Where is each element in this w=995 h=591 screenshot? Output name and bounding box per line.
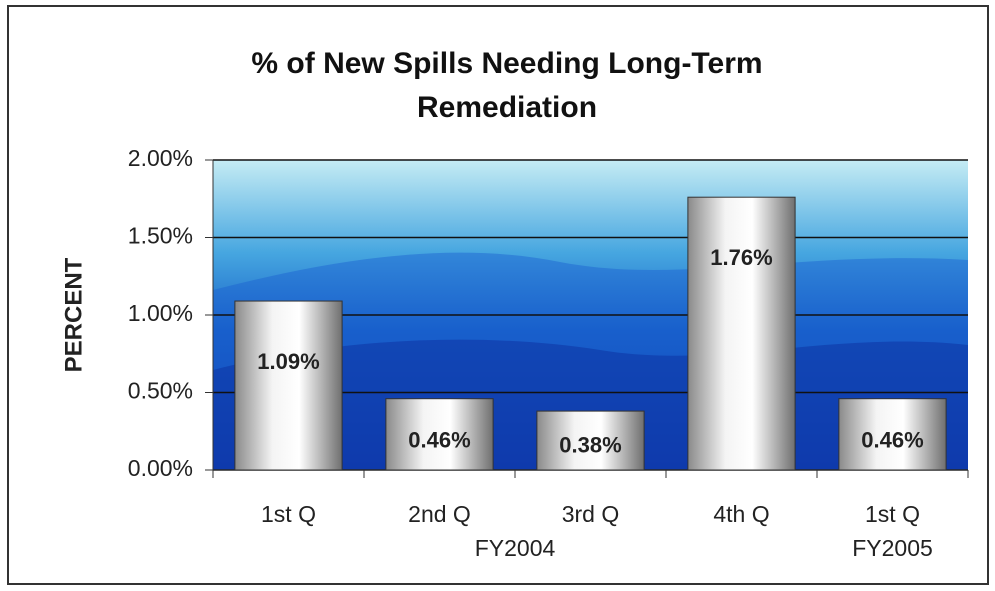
x-tick-label: 4th Q [713,501,769,527]
chart-title: % of New Spills Needing Long-Term Remedi… [187,42,827,130]
x-tick-label: 1st Q [261,501,316,527]
x-tick-label: 2nd Q [408,501,471,527]
y-tick-label: 2.00% [128,145,193,171]
value-label: 0.46% [408,427,470,452]
y-tick-label: 1.50% [128,223,193,249]
page: PERCENT 0.00% 0.50% 1.00% 1.50% 2.00% 1st Q 1.… [0,0,995,591]
y-tick-label: 0.00% [128,455,193,481]
group-label: FY2005 [852,535,933,561]
group-label: FY2004 [475,535,556,561]
value-label: 0.38% [559,432,621,457]
value-label: 0.46% [861,427,923,452]
bar [688,197,795,470]
x-tick-label: 1st Q [865,501,920,527]
y-tick-label: 0.50% [128,378,193,404]
bar [235,301,342,470]
y-tick-label: 1.00% [128,300,193,326]
value-label: 1.76% [710,245,772,270]
value-label: 1.09% [257,349,319,374]
y-axis-label: PERCENT [60,257,87,372]
x-tick-label: 3rd Q [562,501,620,527]
